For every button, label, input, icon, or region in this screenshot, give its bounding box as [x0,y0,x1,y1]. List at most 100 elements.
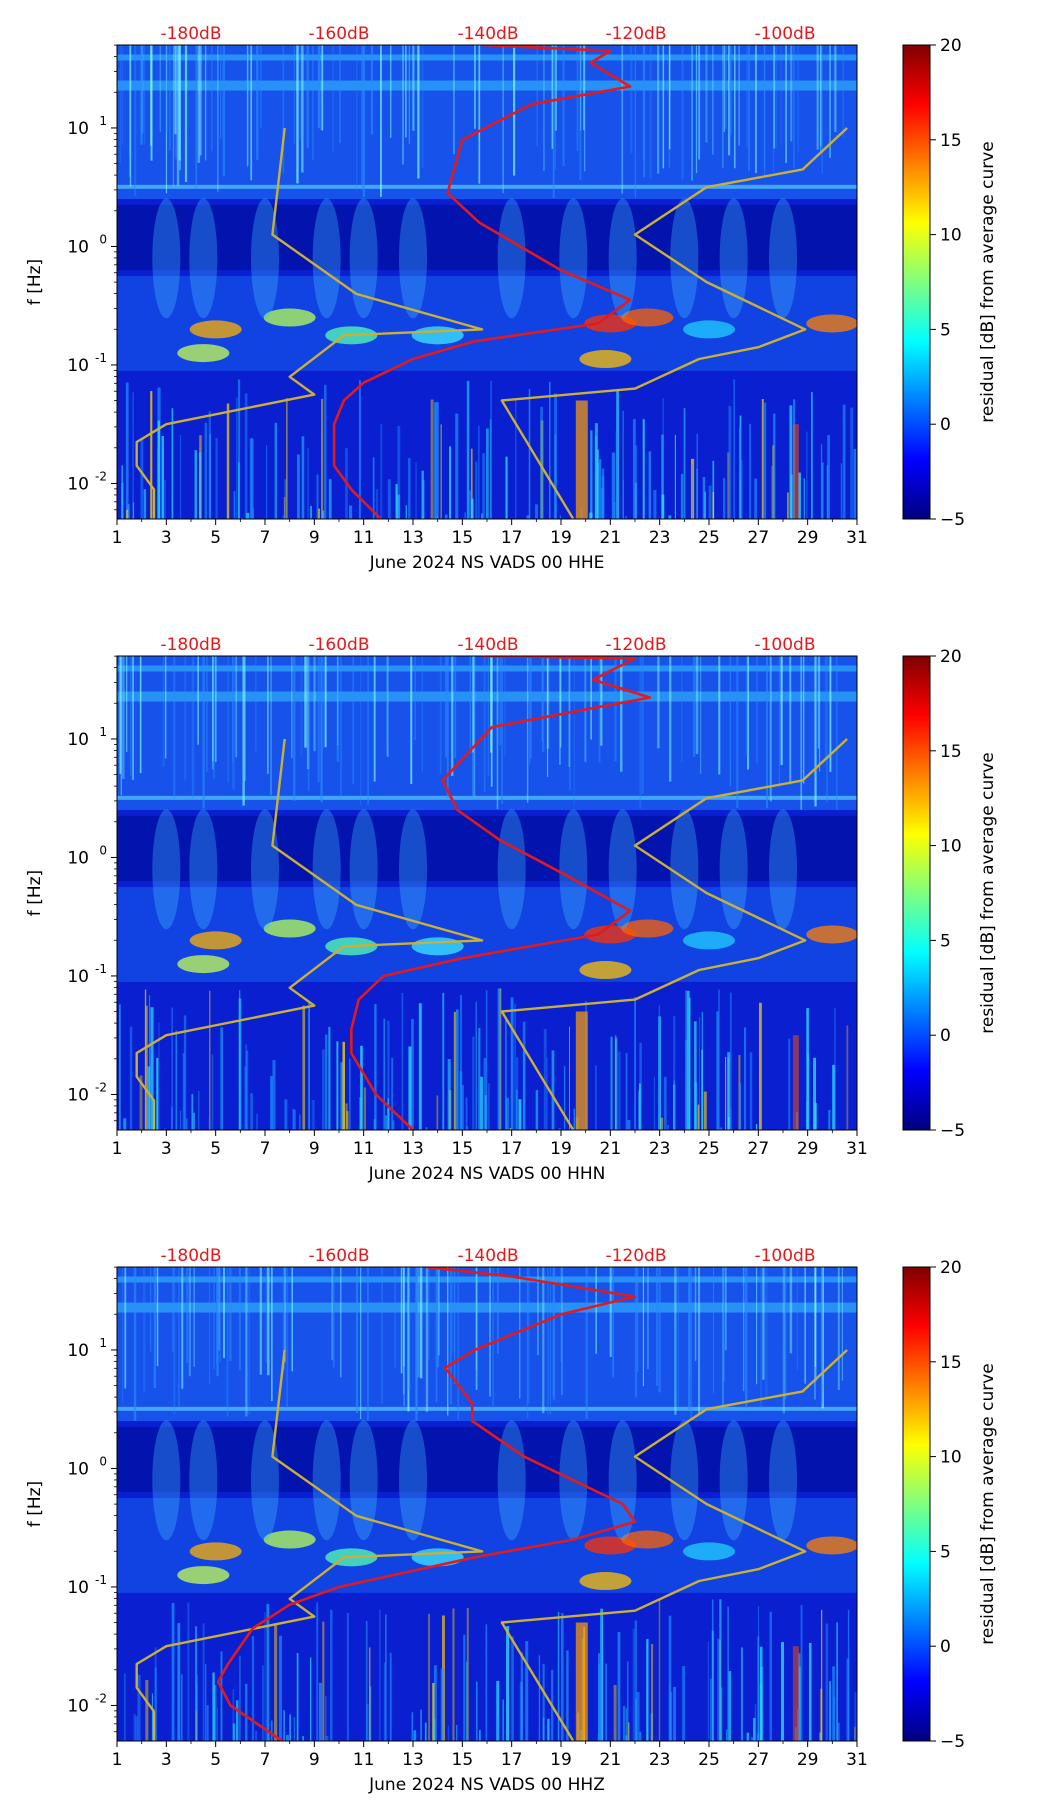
spectral-streak [543,45,544,171]
spectral-streak [776,45,777,147]
spectral-streak [819,656,820,771]
spectral-streak [352,656,354,784]
x-tick-label: 27 [748,1139,770,1159]
spectral-streak [718,656,720,774]
spectral-streak [743,1267,744,1391]
spectral-streak [537,45,538,146]
spectral-streak [698,45,700,160]
y-tick-exponent: 1 [99,725,107,739]
y-axis-label: f [Hz] [25,870,45,916]
spectral-streak [154,1267,156,1388]
spectral-streak [561,1267,562,1395]
spectral-streak [169,45,171,151]
spectral-streak [196,1675,198,1741]
spectral-streak [529,389,531,519]
spectral-streak [356,1267,358,1413]
spectral-plume [670,1420,698,1540]
spectral-streak [189,1267,191,1376]
spectral-streak [140,656,142,773]
spectral-streak [489,1267,491,1397]
spectral-streak [456,1725,457,1741]
y-axis-label: f [Hz] [25,259,45,305]
spectral-streak [710,1679,712,1741]
spectral-streak [643,1267,644,1386]
spectral-streak [279,1636,282,1741]
spectral-streak [364,1087,366,1130]
spectral-streak [476,1682,478,1741]
spectral-streak [667,1125,669,1130]
spectral-streak [294,1717,295,1741]
spectral-streak [308,656,310,791]
spectral-streak [312,1100,315,1130]
spectral-streak [274,1624,277,1741]
colorbar [903,1267,930,1741]
spectral-streak [834,45,836,132]
energy-column [793,1646,799,1741]
spectral-streak [283,515,286,519]
spectral-streak [219,1267,220,1350]
spectral-streak [178,1267,180,1407]
spectral-streak [696,656,698,754]
spectral-streak [536,1090,538,1130]
spectral-streak [527,1267,529,1419]
spectral-streak [705,45,707,142]
spectral-streak [748,45,750,171]
spectral-streak [409,45,410,144]
spectral-streak [466,1098,468,1130]
spectral-plume [350,1420,378,1540]
spectral-streak [349,1059,351,1130]
spectral-streak [560,656,562,748]
spectral-plume [769,1420,797,1540]
spectral-streak [412,45,414,131]
spectral-streak [598,1653,601,1741]
microseism-blob [579,1572,631,1590]
spectral-streak [729,1671,731,1741]
spectral-streak [445,656,446,757]
spectral-streak [180,435,181,519]
spectral-streak [630,45,632,153]
spectral-streak [699,1017,700,1130]
spectral-streak [233,1724,235,1741]
colorbar-tick-label: 10 [940,837,962,857]
spectral-streak [814,1103,817,1130]
spectral-streak [646,1639,648,1741]
spectral-streak [213,1267,215,1369]
spectral-streak [490,656,492,753]
spectral-streak [793,45,794,168]
spectral-streak [164,480,166,519]
spectral-streak [765,1267,767,1400]
spectral-streak [584,45,585,171]
spectral-streak [299,1114,300,1130]
spectral-streak [722,45,723,168]
spectral-streak [172,408,174,519]
spectral-streak [452,1608,454,1741]
spectral-streak [402,993,404,1130]
spectral-streak [790,1267,792,1353]
spectral-streak [498,1718,500,1741]
spectral-streak [843,405,846,519]
spectral-streak [130,1027,132,1130]
colorbar-tick-label: 0 [940,1026,951,1046]
x-tick-label: 7 [260,528,271,548]
spectral-streak [623,1706,625,1741]
spectral-streak [134,1267,136,1421]
microseism-blob [190,1542,242,1560]
spectral-streak [684,408,686,519]
spectral-streak [313,656,315,751]
spectral-streak [123,1118,126,1130]
spectral-streak [293,1110,296,1130]
horizontal-line [117,81,857,91]
spectral-streak [286,1735,289,1741]
spectral-streak [381,1267,383,1404]
spectral-streak [250,45,252,180]
spectral-streak [704,1092,707,1130]
spectral-streak [696,469,697,519]
x-tick-label: 29 [797,528,819,548]
spectral-streak [450,1267,452,1404]
spectral-streak [589,513,592,519]
spectral-streak [478,426,479,519]
spectral-streak [841,463,842,519]
spectral-streak [837,1723,839,1741]
spectral-streak [134,45,136,196]
spectral-streak [403,1267,404,1406]
